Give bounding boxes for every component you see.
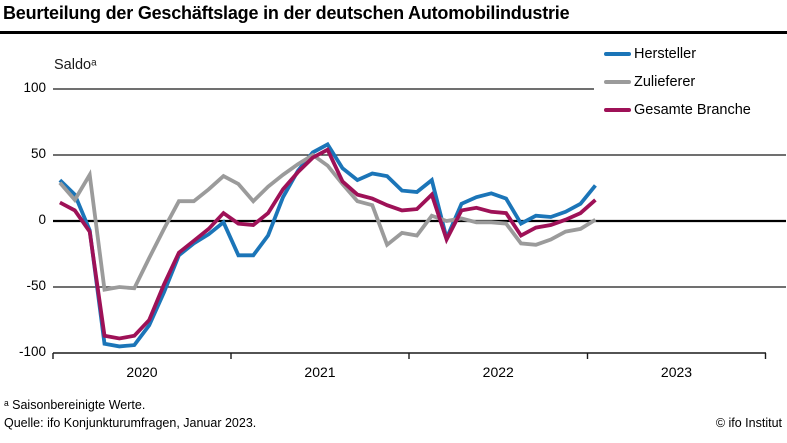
zulieferer-line-swatch-icon xyxy=(604,80,631,84)
legend-label: Zulieferer xyxy=(634,74,696,90)
gesamte-branche-line-swatch-icon xyxy=(604,108,631,112)
legend-item-gesamte-branche: Gesamte Branche xyxy=(604,96,751,124)
series-line-gesamte-branche xyxy=(59,147,597,341)
x-axis-year-label: 2020 xyxy=(126,364,158,380)
copyright-label: © ifo Institut xyxy=(715,416,782,430)
legend-item-zulieferer: Zulieferer xyxy=(604,68,751,96)
y-axis-unit-label: Saldoᵃ xyxy=(54,57,97,73)
y-axis-tick-label: 100 xyxy=(23,80,46,95)
legend-item-hersteller: Hersteller xyxy=(604,40,751,68)
series-line-zulieferer xyxy=(58,152,597,292)
y-axis-tick-label: 0 xyxy=(38,212,46,227)
x-axis-year-label: 2022 xyxy=(482,364,514,380)
y-axis-tick-label: 50 xyxy=(30,146,46,161)
hersteller-line-swatch-icon xyxy=(604,52,631,56)
page-title: Beurteilung der Geschäftslage in der deu… xyxy=(3,3,570,23)
legend-label: Hersteller xyxy=(634,46,697,62)
chart-legend: Hersteller Zulieferer Gesamte Branche xyxy=(604,40,751,124)
y-axis-tick-label: -50 xyxy=(26,278,46,293)
footnote-source: Quelle: ifo Konjunkturumfragen, Januar 2… xyxy=(4,416,257,430)
x-axis-year-label: 2021 xyxy=(304,364,336,380)
title-divider xyxy=(0,31,787,34)
x-axis-year-label: 2023 xyxy=(660,364,693,380)
legend-label: Gesamte Branche xyxy=(634,102,751,118)
y-axis-tick-label: -100 xyxy=(18,344,46,359)
series-line-hersteller xyxy=(58,141,597,349)
footnote-seasonal-adjustment: ᵃ Saisonbereinigte Werte. xyxy=(4,398,146,412)
